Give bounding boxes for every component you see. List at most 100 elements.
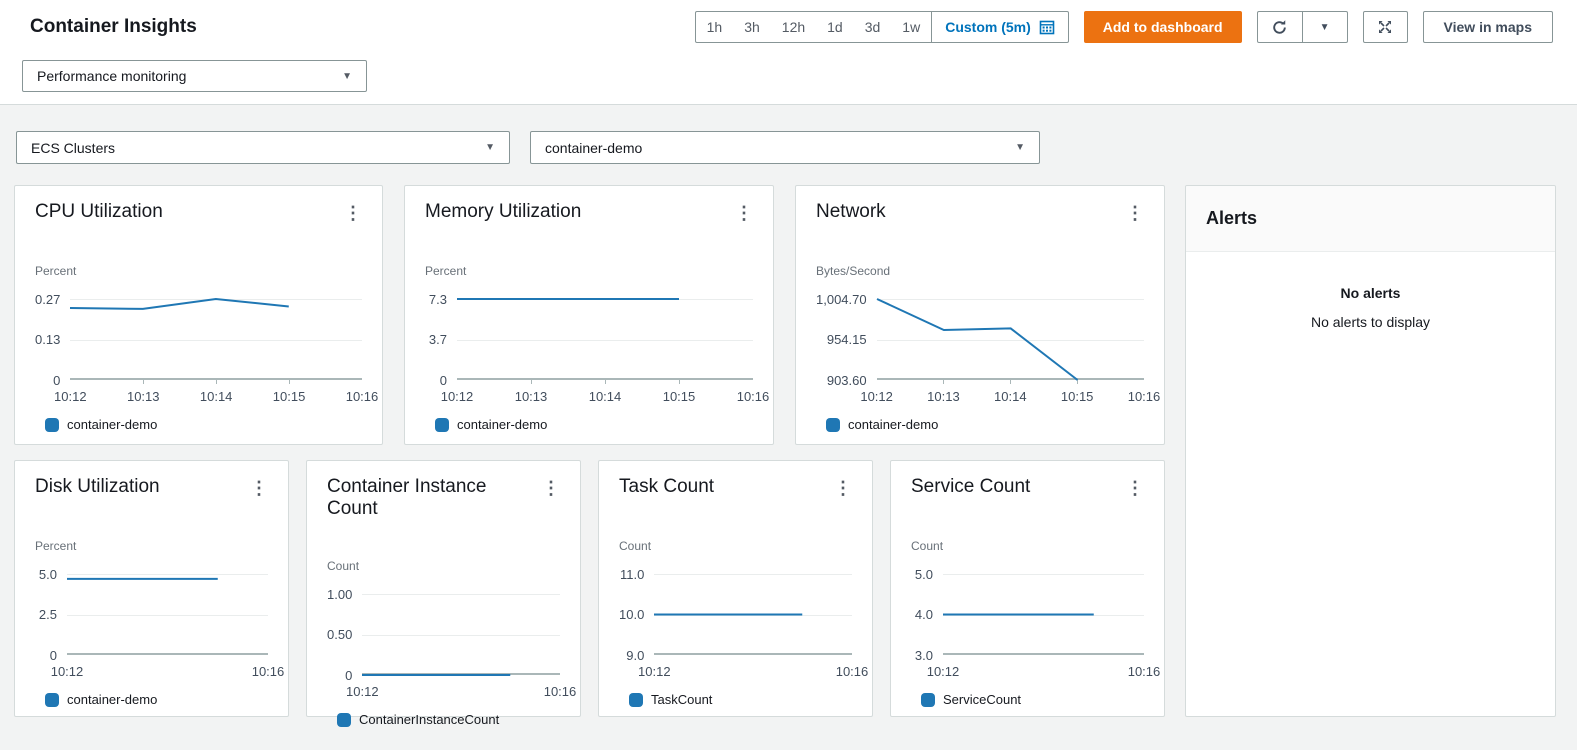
kebab-menu-icon[interactable]: ⋮ [1118, 476, 1152, 500]
gridline [876, 299, 1144, 300]
view-in-maps-button[interactable]: View in maps [1422, 11, 1553, 43]
resource-type-select[interactable]: ECS Clusters ▼ [16, 131, 510, 164]
time-range-12h[interactable]: 12h [771, 12, 816, 42]
refresh-icon [1273, 19, 1286, 34]
x-axis-line [654, 653, 852, 655]
x-axis-tick-mark [216, 380, 218, 384]
chevron-down-icon: ▼ [1319, 21, 1330, 33]
chart-legend[interactable]: container-demo [45, 417, 382, 432]
chart-body: 5.0 2.5 0 10:12 10:16 [35, 567, 284, 680]
kebab-menu-icon[interactable]: ⋮ [727, 201, 761, 225]
chart-header: Task Count ⋮ [599, 461, 872, 500]
chart-body: 0.27 0.13 0 10:12 10:13 10:14 10:15 10:16 [35, 291, 378, 405]
add-to-dashboard-button[interactable]: Add to dashboard [1083, 11, 1242, 43]
legend-label: container-demo [848, 417, 939, 432]
time-range-custom[interactable]: Custom (5m) [931, 12, 1068, 42]
x-axis-tick-mark [289, 380, 291, 384]
series-line [457, 299, 753, 380]
time-range-1d[interactable]: 1d [816, 12, 854, 42]
gridline [654, 574, 852, 575]
x-axis-line [70, 378, 362, 380]
x-axis-line [457, 378, 753, 380]
chart-body: 5.0 4.0 3.0 10:12 10:16 [911, 566, 1160, 680]
chart-panel-memory-utilization: Memory Utilization ⋮ Percent 7.3 3.7 0 10:… [404, 185, 774, 445]
y-axis: 1,004.70 954.15 903.60 [816, 291, 867, 388]
chart-body: 1.00 0.50 0 10:12 10:16 [327, 586, 576, 700]
x-axis-tick-mark [1010, 380, 1012, 384]
kebab-menu-icon[interactable]: ⋮ [242, 476, 276, 500]
x-axis-label: 10:15 [1060, 389, 1094, 404]
kebab-menu-icon[interactable]: ⋮ [534, 476, 568, 500]
chart-legend[interactable]: container-demo [435, 417, 773, 432]
chart-legend[interactable]: container-demo [826, 417, 1164, 432]
y-axis-unit-label: Percent [425, 264, 467, 278]
cluster-select[interactable]: container-demo ▼ [530, 131, 1040, 164]
chart-panel-cpu-utilization: CPU Utilization ⋮ Percent 0.27 0.13 0 10:1… [14, 185, 383, 445]
refresh-options-button[interactable]: ▼ [1301, 12, 1347, 42]
chart-body: 1,004.70 954.15 903.60 10:12 10:13 10:14 10:1… [816, 291, 1160, 405]
page-title: Container Insights [30, 16, 197, 37]
x-axis-tick-mark [943, 380, 945, 384]
x-axis-label: 10:16 [835, 664, 869, 679]
kebab-menu-icon[interactable]: ⋮ [1118, 201, 1152, 225]
legend-swatch [337, 712, 351, 727]
gridline [362, 594, 560, 595]
chart-header: Service Count ⋮ [891, 461, 1164, 500]
y-axis-unit-label: Percent [35, 539, 77, 553]
legend-label: container-demo [67, 692, 158, 707]
fullscreen-icon [1379, 21, 1392, 33]
chart-header: Memory Utilization ⋮ [405, 186, 773, 225]
y-axis: 1.00 0.50 0 [327, 586, 353, 683]
legend-swatch [826, 417, 840, 432]
chart-title: CPU Utilization [35, 201, 163, 222]
x-axis-line [876, 378, 1144, 380]
legend-swatch [629, 692, 643, 707]
y-axis: 5.0 4.0 3.0 [914, 566, 933, 663]
calendar-icon [1039, 20, 1055, 35]
series-line [362, 594, 560, 675]
legend-swatch [435, 417, 449, 432]
chart-legend[interactable]: ContainerInstanceCount [337, 712, 580, 727]
chart-legend[interactable]: ServiceCount [921, 692, 1164, 707]
topbar: Container Insights 1h 3h 12h 1d 3d 1w Cu… [0, 0, 1577, 46]
y-axis: 0.27 0.13 0 [35, 291, 61, 388]
legend-label: container-demo [67, 417, 158, 432]
chart-legend[interactable]: container-demo [45, 692, 288, 707]
chart-panel-container-instance-count: Container Instance Count ⋮ Count 1.00 0.5… [306, 460, 581, 727]
chevron-down-icon: ▼ [1015, 142, 1025, 153]
chart-panel-task-count: Task Count ⋮ Count 11.0 10.0 9.0 10:12 10:1… [598, 460, 873, 717]
x-axis-label: 10:15 [272, 389, 306, 404]
time-range-1w[interactable]: 1w [891, 12, 931, 42]
time-range-1h[interactable]: 1h [696, 12, 734, 42]
kebab-menu-icon[interactable]: ⋮ [826, 476, 860, 500]
view-mode-select[interactable]: Performance monitoring ▼ [22, 60, 367, 92]
refresh-button[interactable] [1258, 12, 1302, 42]
x-axis-label: 10:15 [662, 389, 696, 404]
chart-title: Container Instance Count [327, 476, 487, 519]
time-range-3d[interactable]: 3d [854, 12, 892, 42]
x-axis-label: 10:16 [251, 664, 285, 679]
chart-header: Disk Utilization ⋮ [15, 461, 288, 500]
x-axis-line [943, 653, 1144, 655]
gridline [67, 574, 268, 575]
y-axis-unit-label: Count [911, 539, 944, 553]
x-axis-label: 10:13 [514, 389, 548, 404]
plot-area: 10:12 10:16 [51, 574, 284, 679]
y-axis-unit-label: Count [619, 539, 652, 553]
x-axis-label: 10:16 [1127, 389, 1161, 404]
kebab-menu-icon[interactable]: ⋮ [336, 201, 370, 225]
x-axis-tick-mark [531, 380, 532, 384]
x-axis-label: 10:12 [860, 389, 893, 404]
series-line [943, 574, 1144, 655]
plot-area: 10:12 10:13 10:14 10:15 10:16 [54, 299, 378, 404]
x-axis-tick-mark [605, 380, 606, 384]
fullscreen-button[interactable] [1362, 11, 1408, 43]
plot-area: 10:12 10:16 [927, 574, 1160, 679]
plot-area: 10:12 10:13 10:14 10:15 10:16 [441, 299, 769, 404]
custom-range-label: Custom (5m) [945, 19, 1031, 35]
chart-legend[interactable]: TaskCount [629, 692, 872, 707]
gridline [362, 634, 560, 636]
time-range-3h[interactable]: 3h [733, 12, 771, 42]
chart-title: Service Count [911, 476, 1031, 497]
y-axis-unit-label: Percent [35, 264, 77, 278]
